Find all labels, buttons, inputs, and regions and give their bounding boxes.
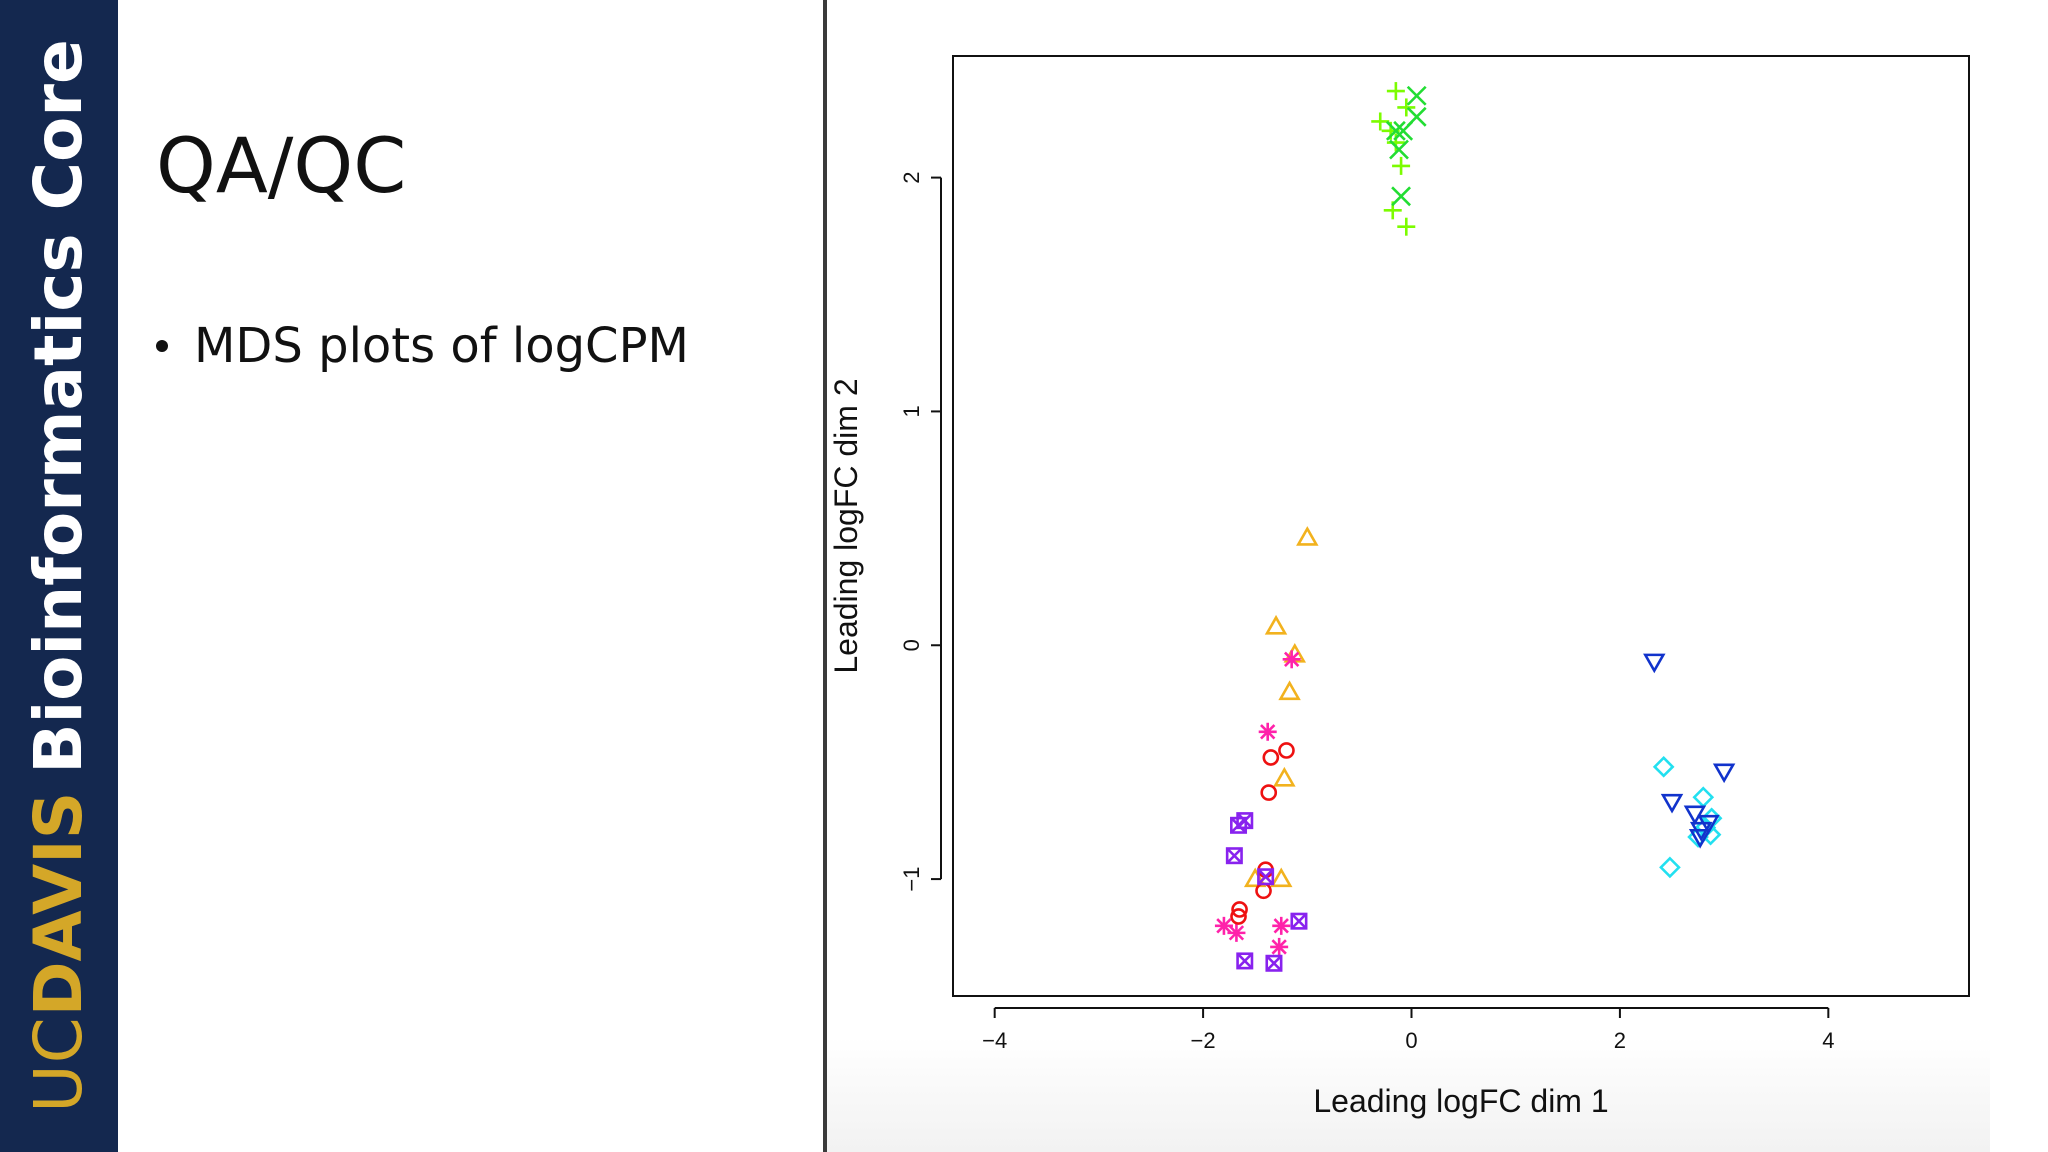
data-points xyxy=(1214,82,1736,972)
scatter-point xyxy=(1265,954,1283,972)
mds-plot-panel: −4 −2 0 2 4 −1 0 1 2 Leading logFC dim 1 Leadin… xyxy=(827,0,1990,1152)
y-tick-label: 2 xyxy=(899,171,924,183)
brand-bioinformatics-core: Bioinformatics Core xyxy=(20,39,97,774)
scatter-point xyxy=(1371,112,1390,131)
scatter-point xyxy=(1214,916,1233,935)
scatter-point xyxy=(1397,217,1416,236)
scatter-point xyxy=(1262,749,1280,766)
scatter-point xyxy=(1688,828,1712,849)
scatter-point xyxy=(1712,763,1736,784)
scatter-point xyxy=(1260,784,1278,801)
bullet-item: MDS plots of logCPM xyxy=(156,318,689,374)
scatter-point xyxy=(1296,526,1319,546)
scatter-point xyxy=(1643,653,1666,674)
scatter-point xyxy=(1385,120,1406,141)
scatter-point xyxy=(1659,856,1681,879)
scatter-point xyxy=(1278,742,1295,759)
y-tick-label: 1 xyxy=(899,405,924,417)
scatter-point xyxy=(1652,756,1675,778)
scatter-point xyxy=(1406,85,1427,106)
x-tick-label: 2 xyxy=(1614,1028,1626,1053)
scatter-point xyxy=(1389,139,1409,160)
scatter-point xyxy=(1236,952,1254,970)
x-tick-label: −4 xyxy=(982,1028,1007,1053)
panel-divider xyxy=(823,0,827,1152)
scatter-point xyxy=(1278,680,1301,701)
y-tick-label: 0 xyxy=(899,639,924,651)
brand-davis: DAVIS xyxy=(20,791,97,1017)
y-axis: −1 0 1 2 xyxy=(899,171,942,892)
scatter-point xyxy=(1257,868,1275,886)
y-axis-title: Leading logFC dim 2 xyxy=(828,378,864,673)
scatter-point xyxy=(1391,186,1412,207)
bullet-dot-icon xyxy=(156,340,168,352)
scatter-point xyxy=(1231,901,1248,918)
slide-title: QA/QC xyxy=(156,121,407,210)
x-tick-label: −2 xyxy=(1191,1028,1216,1053)
scatter-point xyxy=(1230,816,1248,834)
mds-plot: −4 −2 0 2 4 −1 0 1 2 Leading logFC dim 1 Leadin… xyxy=(828,55,1970,1119)
scatter-point xyxy=(1272,916,1291,935)
y-tick-label: −1 xyxy=(899,867,924,892)
scatter-point xyxy=(1386,82,1405,101)
scatter-point xyxy=(1660,793,1684,814)
bullet-text: MDS plots of logCPM xyxy=(194,318,689,374)
scatter-point xyxy=(1683,805,1707,826)
brand-logo: UCDAVIS Bioinformatics Core xyxy=(20,39,97,1112)
scatter-point xyxy=(1258,722,1277,741)
scatter-point xyxy=(1282,650,1301,669)
x-tick-label: 0 xyxy=(1405,1028,1417,1053)
scatter-point xyxy=(1225,847,1243,865)
scatter-point xyxy=(1393,120,1414,141)
x-tick-label: 4 xyxy=(1822,1028,1834,1053)
sidebar-brand: UCDAVIS Bioinformatics Core xyxy=(0,0,118,1152)
scatter-point xyxy=(1264,614,1288,635)
scatter-point xyxy=(1270,937,1289,956)
scatter-point xyxy=(1270,867,1293,888)
scatter-point xyxy=(1227,923,1246,942)
brand-uc: UC xyxy=(20,1016,97,1113)
x-axis-title: Leading logFC dim 1 xyxy=(1313,1083,1608,1119)
scatter-point xyxy=(1290,912,1308,930)
scatter-point xyxy=(1273,766,1296,787)
scatter-point xyxy=(1392,156,1411,175)
x-axis: −4 −2 0 2 4 xyxy=(982,1007,1834,1053)
scatter-point xyxy=(1397,98,1416,117)
bullet-list: MDS plots of logCPM xyxy=(156,318,689,374)
plot-frame xyxy=(952,55,1970,997)
scatter-point xyxy=(1230,908,1247,925)
scatter-point xyxy=(1692,786,1715,809)
